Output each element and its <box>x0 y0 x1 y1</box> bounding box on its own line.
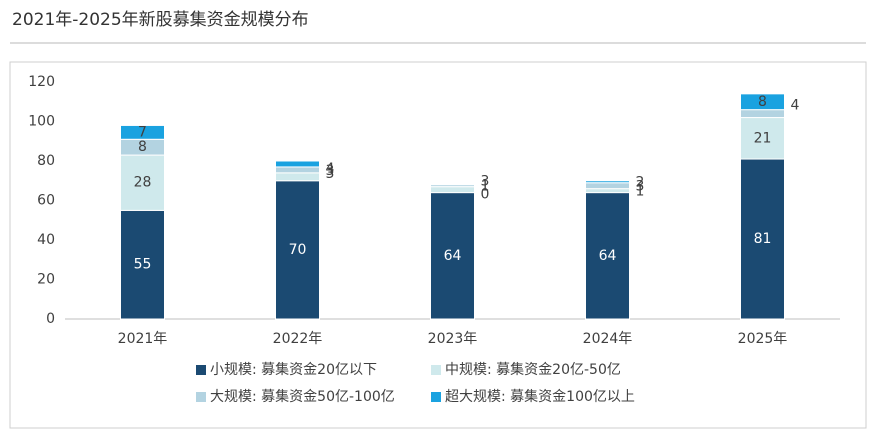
bar-segment <box>430 192 475 320</box>
x-tick-label: 2025年 <box>738 331 788 347</box>
data-label: 21 <box>754 130 772 146</box>
bar-segment <box>120 154 165 211</box>
legend-swatch <box>196 392 206 402</box>
legend-label: 中规模: 募集资金20亿-50亿 <box>445 361 621 378</box>
y-tick-label: 0 <box>46 311 55 327</box>
data-label: 64 <box>444 248 462 264</box>
data-label: 7 <box>138 124 147 140</box>
x-tick-label: 2024年 <box>583 331 633 347</box>
data-label: 64 <box>599 248 617 264</box>
data-label: 4 <box>791 98 800 114</box>
bar-segment <box>740 158 785 320</box>
bar-segment <box>740 109 785 119</box>
y-tick-label: 60 <box>37 193 55 209</box>
y-tick-label: 80 <box>37 153 55 169</box>
data-label: 3 <box>326 166 335 182</box>
data-label: 0 <box>481 187 490 203</box>
bar-segment <box>740 93 785 111</box>
bar-segment <box>120 124 165 140</box>
bar-segment <box>430 186 475 194</box>
data-label: 2 <box>636 175 645 191</box>
data-label: 1 <box>481 179 490 195</box>
bar-segment <box>430 184 475 188</box>
chart-title: 2021年-2025年新股募集资金规模分布 <box>12 10 309 30</box>
data-label: 3 <box>326 163 335 179</box>
data-label: 3 <box>636 179 645 195</box>
bar-segment <box>585 188 630 194</box>
data-label: 3 <box>481 174 490 190</box>
y-tick-label: 20 <box>37 272 55 288</box>
data-label: 4 <box>326 161 335 177</box>
data-label: 1 <box>636 184 645 200</box>
chart-frame <box>9 61 867 429</box>
x-tick-label: 2023年 <box>428 331 478 347</box>
data-label: 28 <box>134 175 152 191</box>
legend-label: 小规模: 募集资金20亿以下 <box>210 361 377 378</box>
legend-swatch <box>196 365 206 375</box>
data-label: 8 <box>758 94 767 110</box>
data-label: 81 <box>754 231 772 247</box>
bar-segment <box>585 182 630 190</box>
legend-label: 大规模: 募集资金50亿-100亿 <box>210 388 395 405</box>
bar-segment <box>275 160 320 168</box>
legend-swatch <box>431 392 441 402</box>
data-label: 70 <box>289 242 307 258</box>
bar-segment <box>275 166 320 174</box>
bar-segment <box>585 180 630 184</box>
bar-segment <box>275 172 320 182</box>
x-tick-label: 2022年 <box>273 331 323 347</box>
data-label: 8 <box>138 139 147 155</box>
y-tick-label: 100 <box>28 114 55 130</box>
data-label: 55 <box>134 257 152 273</box>
legend-label: 超大规模: 募集资金100亿以上 <box>445 388 635 405</box>
y-tick-label: 120 <box>28 74 55 90</box>
bar-segment <box>585 192 630 320</box>
y-tick-label: 40 <box>37 232 55 248</box>
bar-segment <box>120 209 165 320</box>
bar-segment <box>740 117 785 160</box>
x-tick-label: 2021年 <box>118 331 168 347</box>
legend-swatch <box>431 365 441 375</box>
